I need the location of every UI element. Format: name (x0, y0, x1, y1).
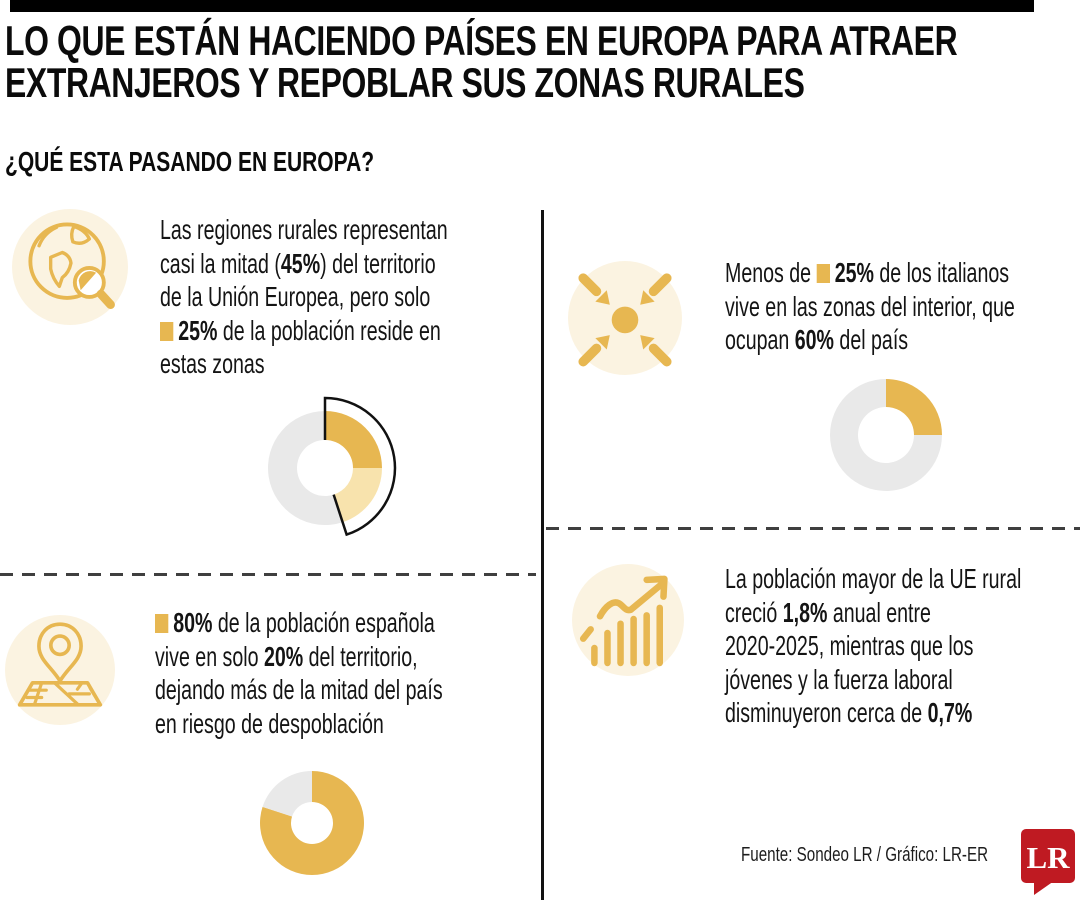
text-span: ocupan (725, 324, 795, 355)
text-span: jóvenes y la fuerza laboral (725, 663, 953, 695)
bullet-square-icon (160, 321, 174, 341)
text-span: Menos de (725, 257, 817, 288)
title-line-1: LO QUE ESTÁN HACIENDO PAÍSES EN EUROPA P… (5, 17, 958, 64)
text-span: casi la mitad ( (160, 247, 281, 279)
text-line: 2020-2025, mientras que los (725, 629, 1021, 663)
page-title: LO QUE ESTÁN HACIENDO PAÍSES EN EUROPA P… (5, 17, 958, 106)
vertical-divider (541, 210, 544, 900)
text-span: Las regiones rurales representan (160, 214, 448, 245)
map-pin-icon-svg (17, 622, 103, 707)
converge-arrows-icon-svg (578, 273, 672, 367)
text-span: de los italianos (873, 257, 1010, 288)
donut-chart-espana (259, 770, 365, 876)
text-line: 25% de la población reside en (160, 314, 448, 348)
text-line: Las regiones rurales representan (160, 213, 448, 247)
text-span: creció (725, 596, 783, 628)
converge-arrows-icon (568, 261, 682, 375)
text-line: Menos de 25% de los italianos (725, 256, 1015, 290)
panel-italia-text: Menos de 25% de los italianos vive en las… (725, 256, 1015, 357)
highlight-number: 1,8% (782, 596, 828, 628)
panel-eu-text: Las regiones rurales representan casi la … (160, 213, 448, 381)
dashed-divider-right (546, 527, 1080, 530)
text-line: ocupan 60% del país (725, 323, 1015, 357)
section-heading: ¿QUÉ ESTA PASANDO EN EUROPA? (5, 146, 375, 177)
donut-svg (267, 396, 397, 537)
text-span: ) del territorio (320, 247, 436, 279)
text-line: jóvenes y la fuerza laboral (725, 663, 1021, 697)
text-line: 80% de la población española (155, 606, 443, 640)
dashed-divider-left (0, 573, 536, 576)
text-line: casi la mitad (45%) del territorio (160, 247, 448, 281)
title-line-2: EXTRANJEROS Y REPOBLAR SUS ZONAS RURALES (5, 59, 805, 106)
text-span: vive en las zonas del interior, que (725, 290, 1015, 322)
bullet-square-icon (155, 614, 169, 633)
text-span: en riesgo de despoblación (155, 707, 384, 739)
top-accent-bar (10, 0, 1034, 12)
text-span: del país (833, 324, 909, 355)
globe-magnifier-icon (12, 209, 128, 325)
text-line: vive en solo 20% del territorio, (155, 640, 443, 674)
highlight-number: 45% (280, 247, 321, 279)
text-span: La población mayor de la UE rural (725, 563, 1022, 594)
highlight-number: 80% (173, 607, 213, 638)
text-span: de la población española (212, 607, 435, 638)
growth-chart-icon (572, 564, 684, 676)
panel-mayores-text: La población mayor de la UE rural creció … (725, 562, 1021, 730)
lr-logo-text: LR (1026, 840, 1070, 875)
source-credit: Fuente: Sondeo LR / Gráfico: LR-ER (741, 843, 989, 866)
text-span: vive en solo (155, 640, 264, 672)
growth-chart-icon-svg (579, 575, 668, 667)
text-span: de la Unión Europea, pero solo (160, 281, 431, 312)
text-span: 2020-2025, mientras que los (725, 630, 974, 661)
donut-chart-italia (829, 378, 943, 492)
highlight-number: 20% (263, 640, 304, 672)
highlight-number: 0,7% (927, 697, 973, 728)
text-span: dejando más de la mitad del país (155, 674, 443, 705)
text-span: anual entre (827, 596, 931, 628)
donut-chart-eu (250, 393, 400, 543)
highlight-number: 60% (794, 324, 834, 355)
text-line: dejando más de la mitad del país (155, 673, 443, 707)
text-line: de la Unión Europea, pero solo (160, 280, 448, 314)
highlight-number: 25% (178, 314, 218, 346)
lr-logo: LR (1021, 829, 1075, 895)
text-line: estas zonas (160, 347, 448, 381)
highlight-number: 25% (834, 257, 874, 288)
text-line: La población mayor de la UE rural (725, 562, 1021, 596)
text-span: del territorio, (303, 640, 418, 672)
panel-espana-text: 80% de la población española vive en solo… (155, 606, 443, 740)
text-line: disminuyeron cerca de 0,7% (725, 696, 1021, 730)
bullet-square-icon (816, 264, 830, 283)
text-line: creció 1,8% anual entre (725, 596, 1021, 630)
text-span: disminuyeron cerca de (725, 697, 928, 728)
text-line: en riesgo de despoblación (155, 707, 443, 741)
globe-magnifier-icon-svg (28, 222, 115, 310)
donut-svg (830, 379, 942, 491)
text-span: estas zonas (160, 348, 265, 379)
donut-svg (260, 771, 365, 875)
text-span: de la población reside en (217, 314, 441, 346)
map-pin-icon (5, 615, 115, 725)
text-line: vive en las zonas del interior, que (725, 290, 1015, 324)
